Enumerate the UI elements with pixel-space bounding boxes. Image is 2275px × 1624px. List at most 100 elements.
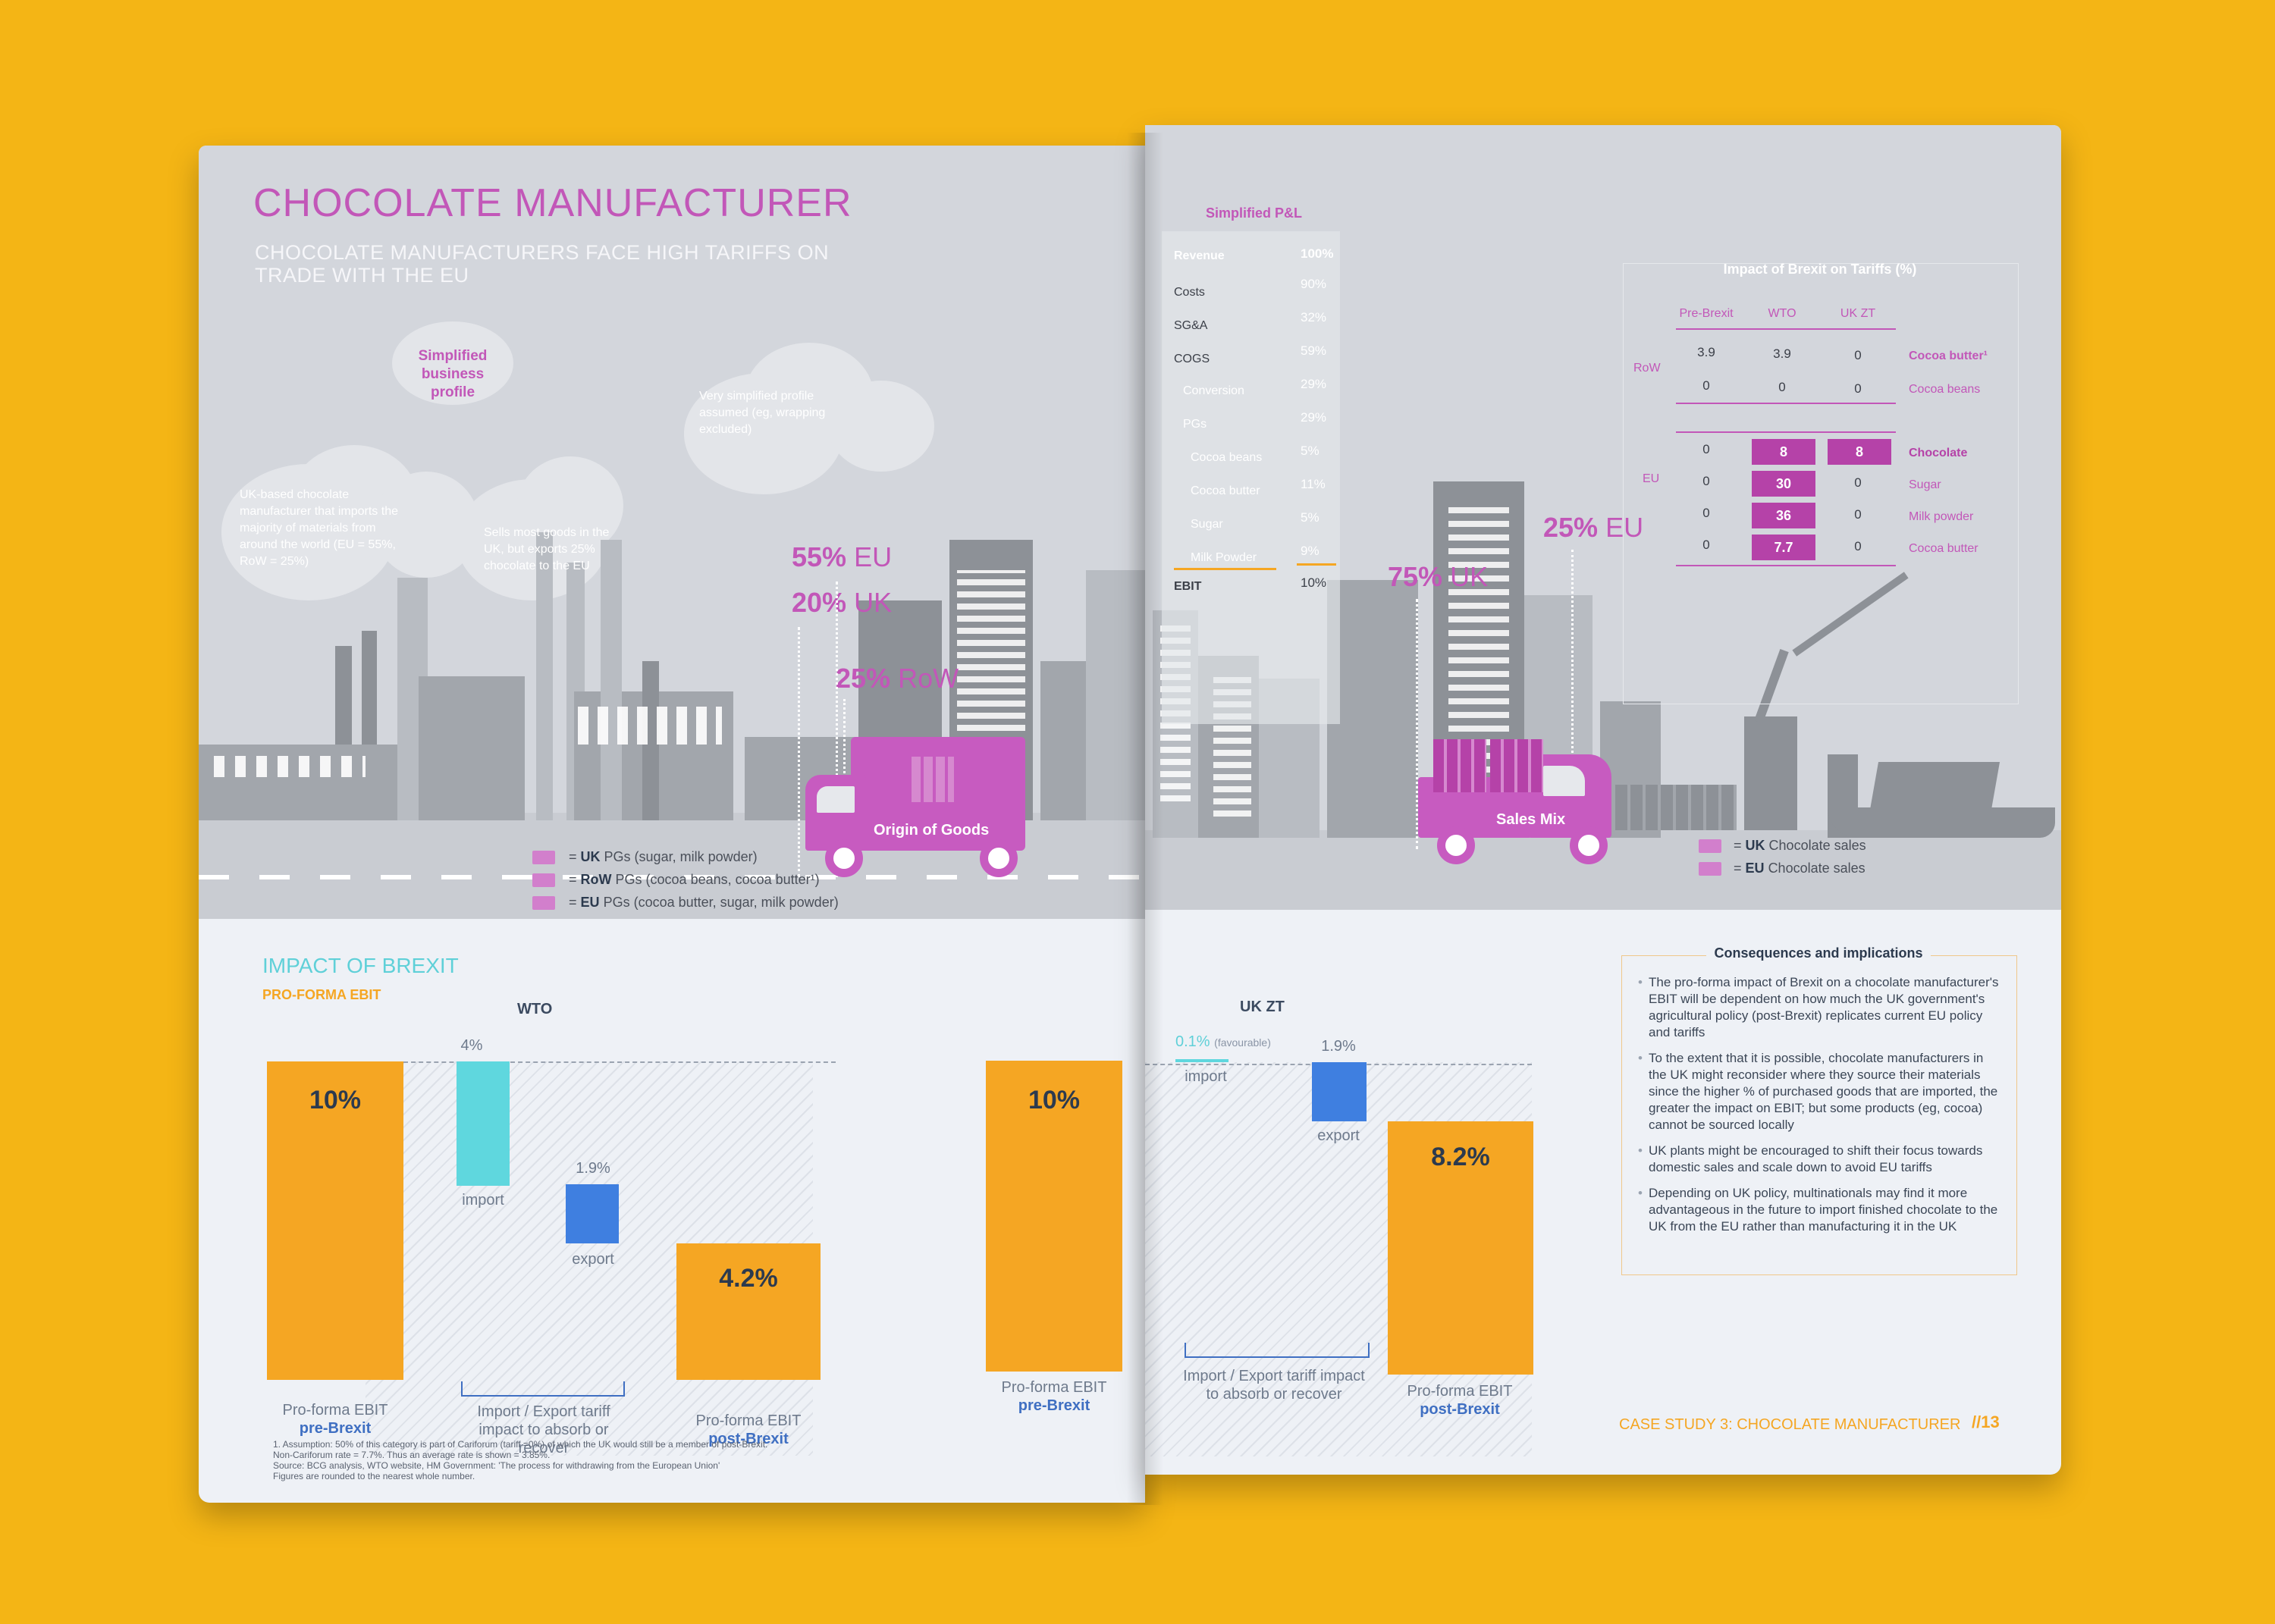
bar-post-brexit — [676, 1243, 821, 1380]
impact-title: IMPACT OF BREXIT — [262, 954, 459, 977]
consequence-item: To the extent that it is possible, choco… — [1638, 1050, 2002, 1133]
road — [199, 875, 1145, 879]
uk-truck-icon — [532, 851, 555, 864]
pl-row-value: 59% — [1301, 343, 1327, 358]
legend-uk-sales: = UK Chocolate sales — [1734, 838, 1866, 853]
pl-row-label: SG&A — [1174, 319, 1208, 332]
eu-truck-icon — [532, 896, 555, 910]
ukzt-export-value: 1.9% — [1321, 1038, 1356, 1055]
tariff-title: Impact of Brexit on Tariffs (%) — [1723, 262, 1917, 277]
footnote: 1. Assumption: 50% of this category is p… — [273, 1439, 768, 1481]
cloud-uk-based: UK-based chocolate manufacturer that imp… — [240, 488, 398, 568]
bar-export — [566, 1184, 619, 1243]
pl-row-label: COGS — [1174, 353, 1210, 365]
ukzt-mid-caption: Import / Export tariff impact to absorb … — [1183, 1368, 1365, 1403]
origin-truck-label: Origin of Goods — [874, 822, 990, 839]
pl-panel — [1162, 231, 1340, 724]
ukzt-bracket — [1185, 1343, 1370, 1358]
tariff-group-row: RoW — [1633, 362, 1661, 375]
bar-pre-brexit — [267, 1061, 403, 1380]
pl-row-label: Conversion — [1183, 384, 1244, 397]
right-page: Simplified P&L Revenue 100% Costs 90% SG… — [1145, 125, 2061, 1475]
pl-row-label: Cocoa beans — [1191, 451, 1263, 464]
ukzt-import-value: 0.1% (favourable) — [1175, 1033, 1271, 1050]
bar-ukzt-post — [1388, 1121, 1533, 1375]
consequences-list: The pro-forma impact of Brexit on a choc… — [1638, 974, 2002, 1244]
tariff-cell: 3.9 — [1773, 346, 1791, 361]
sales-uk-label: 75% UK — [1388, 561, 1489, 592]
pl-row-value: 90% — [1301, 277, 1327, 291]
tariff-row-label: Cocoa beans — [1909, 383, 1981, 396]
bar-ukzt-export — [1312, 1062, 1367, 1121]
skyline-panel-right: Simplified P&L Revenue 100% Costs 90% SG… — [1145, 125, 2061, 910]
footer-case-study: CASE STUDY 3: CHOCOLATE MANUFACTURER — [1619, 1416, 1961, 1433]
tariff-cell: 0 — [1702, 474, 1710, 488]
tariff-cell: 0 — [1702, 506, 1710, 520]
cloud-sells: Sells most goods in the UK, but exports … — [484, 526, 610, 572]
ukzt-post-caption: Pro-forma EBIT post-Brexit — [1407, 1383, 1513, 1418]
uk-sales-icon — [1699, 839, 1721, 853]
tariff-header-pre: Pre-Brexit — [1679, 307, 1734, 320]
pl-row-label: Revenue — [1174, 249, 1225, 262]
bar-ukzt-post-value: 8.2% — [1431, 1143, 1490, 1171]
tariff-header-wto: WTO — [1768, 307, 1796, 320]
export-value: 1.9% — [576, 1160, 610, 1177]
ukzt-pre-caption: Pro-forma EBIT pre-Brexit — [1001, 1379, 1107, 1414]
legend-eu: = EU PGs (cocoa butter, sugar, milk powd… — [569, 895, 839, 910]
ukzt-import-label: import — [1185, 1068, 1227, 1085]
tariff-cell: 0 — [1702, 442, 1710, 456]
tariff-group-eu: EU — [1643, 472, 1660, 485]
mid-caption: Import / Export tariff impact to absorb … — [477, 1403, 610, 1456]
bar-post-brexit-value: 4.2% — [719, 1264, 778, 1293]
pl-row-value: 100% — [1301, 246, 1334, 261]
tariff-cell: 0 — [1702, 538, 1710, 552]
sales-eu-leader — [1571, 550, 1574, 849]
cloud-very-simplified: Very simplified profile assumed (eg, wra… — [699, 390, 826, 436]
pl-row-value: 5% — [1301, 444, 1320, 458]
legend-eu-sales: = EU Chocolate sales — [1734, 861, 1866, 876]
left-page: CHOCOLATE MANUFACTURER CHOCOLATE MANUFAC… — [199, 146, 1145, 1503]
origin-uk-label: 20% UK — [792, 587, 893, 618]
pl-title: Simplified P&L — [1206, 205, 1303, 221]
tariff-cell-highlight: 36 — [1752, 503, 1815, 528]
tariff-cell: 0 — [1854, 381, 1862, 396]
ukzt-export-label: export — [1317, 1127, 1360, 1144]
import-value: 4% — [460, 1037, 483, 1054]
tariff-cell-highlight: 30 — [1752, 471, 1815, 497]
legend-row: = RoW PGs (cocoa beans, cocoa butter¹) — [569, 872, 820, 887]
wto-label: WTO — [517, 1001, 553, 1017]
pl-row-value: 5% — [1301, 510, 1320, 525]
row-truck-icon — [532, 873, 555, 887]
tariff-row-label: Sugar — [1909, 478, 1941, 491]
pl-row-value: 9% — [1301, 544, 1320, 558]
skyline-panel: CHOCOLATE MANUFACTURER CHOCOLATE MANUFAC… — [199, 146, 1145, 919]
post-brexit-caption: Pro-forma EBIT post-Brexit — [695, 1412, 802, 1447]
tariff-cell: 0 — [1778, 380, 1786, 394]
baseline-dashed — [403, 1061, 836, 1063]
origin-row-label: 25% RoW — [836, 663, 959, 694]
tariff-cell-highlight: 8 — [1752, 439, 1815, 465]
pl-row-value: 11% — [1301, 477, 1326, 491]
bar-ukzt-pre — [986, 1061, 1122, 1372]
tariff-cell: 0 — [1702, 378, 1710, 393]
origin-eu-label: 55% EU — [792, 541, 893, 572]
sales-truck-label: Sales Mix — [1496, 811, 1566, 828]
export-label: export — [572, 1251, 614, 1268]
tariff-row-label: Cocoa butter — [1909, 542, 1978, 555]
tariff-cell-highlight: 8 — [1828, 439, 1891, 465]
tariff-row-label: Cocoa butter¹ — [1909, 350, 1988, 362]
cloud-simplified-profile: Simplified business profile — [418, 348, 488, 400]
mid-bracket — [461, 1381, 625, 1397]
pl-row-label: Milk Powder — [1191, 551, 1257, 564]
pl-row-label: EBIT — [1174, 580, 1202, 593]
tariff-cell: 0 — [1854, 348, 1862, 362]
legend-uk: = UK PGs (sugar, milk powder) — [569, 849, 758, 864]
eu-sales-icon — [1699, 862, 1721, 876]
import-label: import — [462, 1192, 504, 1209]
pl-row-label: Sugar — [1191, 518, 1223, 531]
pl-row-value: 29% — [1301, 377, 1327, 391]
pl-row-label: Costs — [1174, 286, 1205, 299]
consequences-title: Consequences and implications — [1706, 945, 1931, 961]
tariff-header-ukzt: UK ZT — [1840, 307, 1876, 320]
bar-ukzt-import — [1175, 1059, 1228, 1062]
